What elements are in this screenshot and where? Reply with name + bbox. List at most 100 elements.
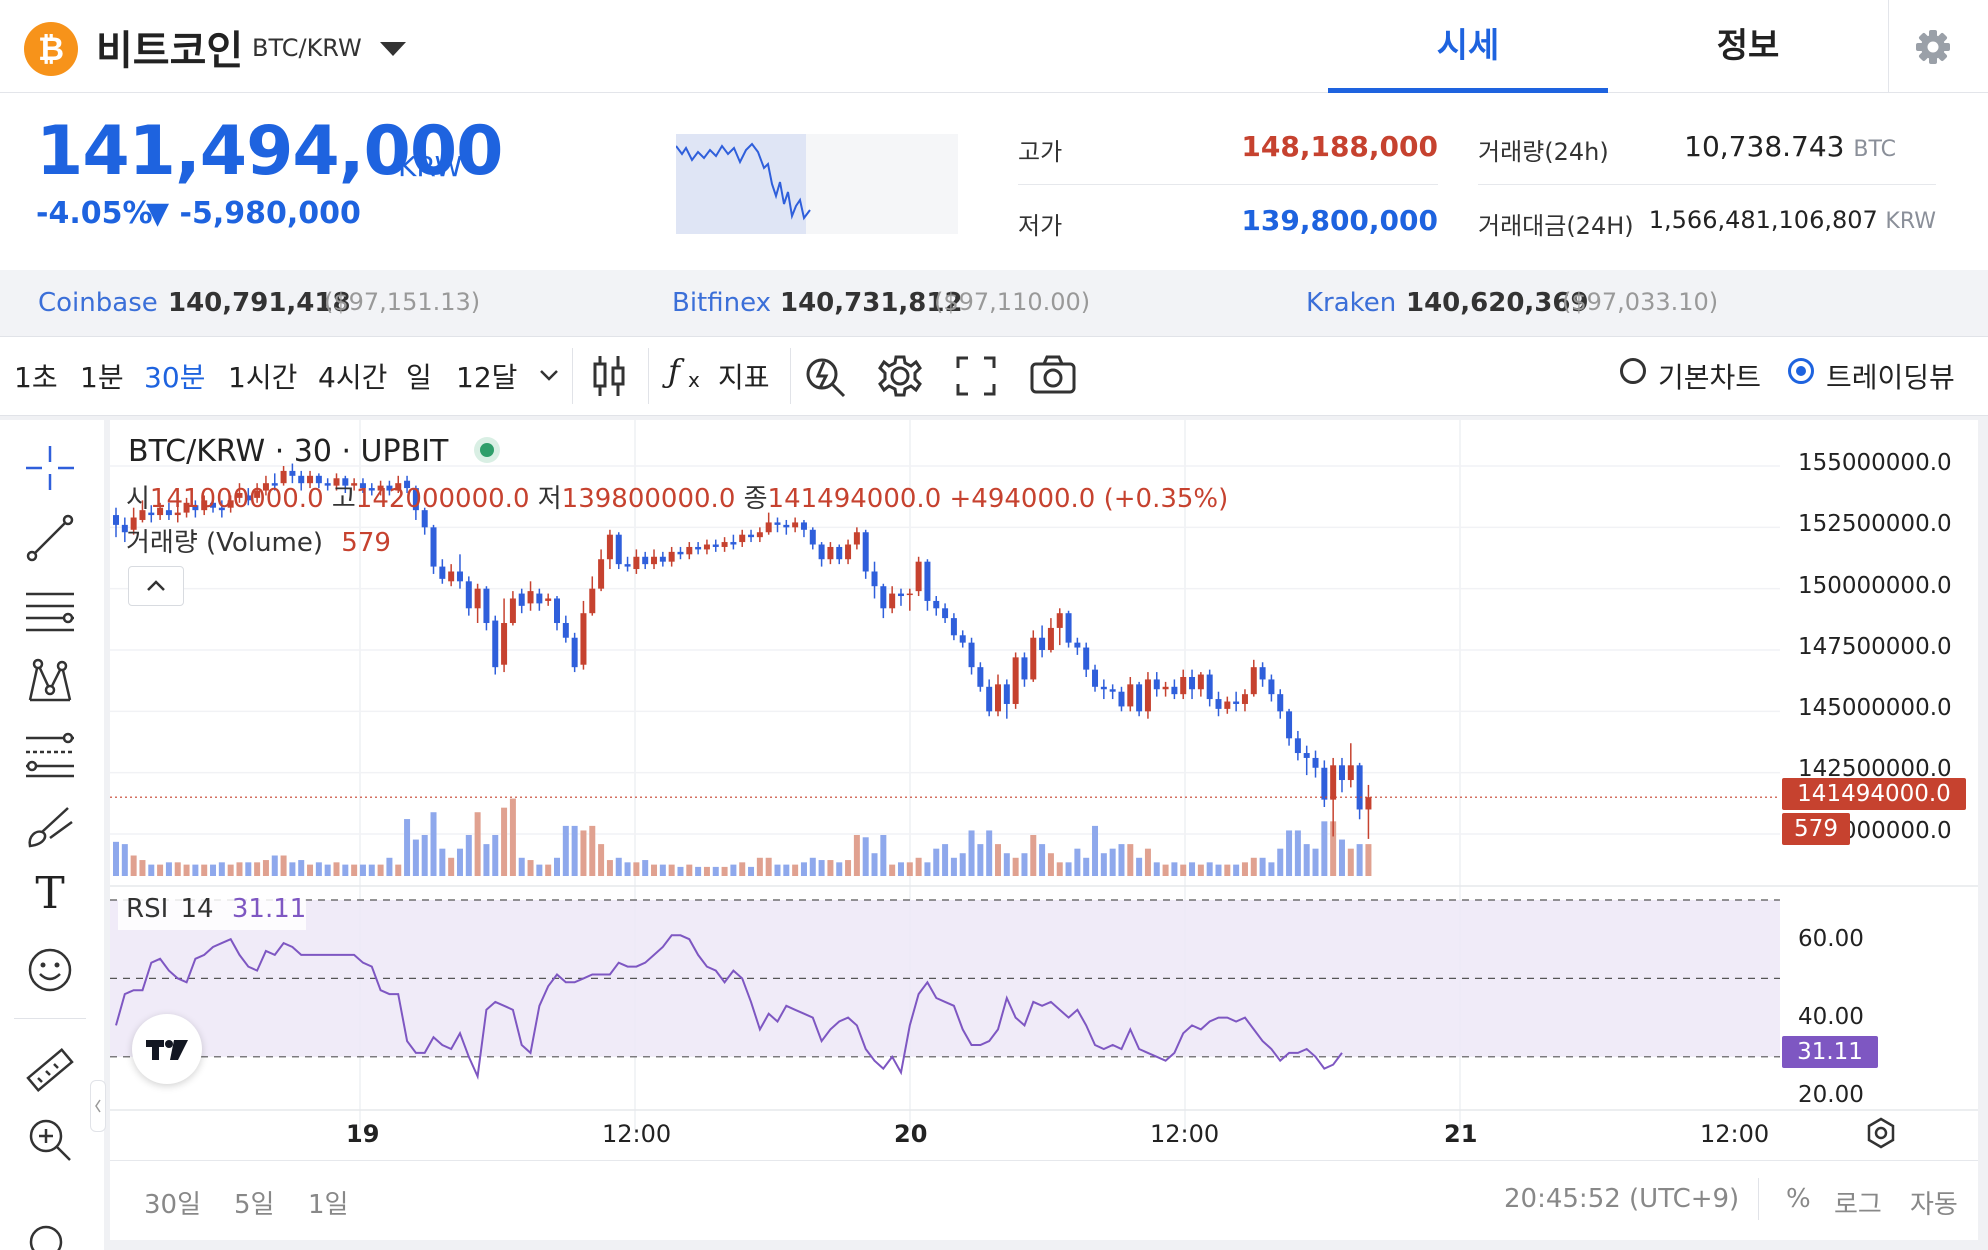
fib-retracement-icon[interactable]: [24, 728, 76, 780]
ruler-icon[interactable]: [24, 1044, 76, 1096]
volume-bar: [1303, 844, 1310, 876]
candle-body: [351, 483, 358, 486]
tradingview-logo[interactable]: [132, 1014, 202, 1084]
volume-bar: [201, 864, 208, 876]
exchange-usd: ($97,151.13): [324, 288, 481, 316]
volume-bar: [210, 864, 217, 876]
timeframe-1s[interactable]: 1초: [14, 361, 58, 394]
auto-toggle[interactable]: 자동: [1910, 1190, 1958, 1220]
fullscreen-icon[interactable]: [954, 354, 998, 398]
volume-bar: [562, 825, 569, 876]
candle-body: [1197, 674, 1204, 690]
axis-settings-icon[interactable]: [1864, 1116, 1898, 1150]
coin-dropdown-icon[interactable]: [380, 42, 406, 56]
volume-bar: [351, 864, 358, 876]
timeframe-1h[interactable]: 1시간: [228, 361, 298, 394]
candle-body: [1030, 637, 1037, 680]
symbol-line[interactable]: BTC/KRW · 30 · UPBIT: [128, 434, 449, 469]
radio-tradingview[interactable]: [1788, 358, 1814, 384]
volume-bar: [800, 862, 807, 876]
volume-bar: [1180, 864, 1187, 876]
timeframe-12month[interactable]: 12달: [456, 361, 518, 394]
volume-bar: [157, 864, 164, 876]
candle-body: [148, 512, 155, 516]
timeframe-30m[interactable]: 30분: [144, 361, 206, 394]
coin-name[interactable]: 비트코인: [96, 28, 244, 74]
volume-bar: [1286, 830, 1293, 876]
volume-bar: [1365, 844, 1372, 876]
text-tool-icon[interactable]: T: [35, 868, 65, 919]
zoom-in-icon[interactable]: [24, 1114, 76, 1166]
coin-pair[interactable]: BTC/KRW: [252, 34, 362, 62]
volume-24h: 10,738.743 BTC: [1640, 130, 1896, 163]
range-1d[interactable]: 1일: [308, 1190, 349, 1220]
exchange-coinbase[interactable]: Coinbase: [38, 288, 158, 318]
basic-chart-label[interactable]: 기본차트: [1658, 361, 1762, 394]
volume-bar: [307, 864, 314, 876]
candle-body: [624, 564, 631, 567]
percent-toggle[interactable]: %: [1786, 1184, 1811, 1214]
pattern-icon[interactable]: [24, 656, 76, 708]
candle-body: [430, 527, 437, 567]
trend-line-icon[interactable]: [24, 512, 76, 564]
chevron-down-icon[interactable]: [536, 362, 562, 388]
collapse-legend-button[interactable]: [128, 566, 184, 606]
chart-canvas[interactable]: [110, 420, 1978, 1240]
candle-body: [1215, 699, 1222, 709]
candle-body: [1277, 694, 1284, 712]
indicators-button[interactable]: ƒ x 지표: [664, 352, 784, 394]
camera-icon[interactable]: [1028, 352, 1078, 398]
volume-bar: [165, 862, 172, 876]
candle-body: [1118, 691, 1125, 707]
volume-bar: [651, 864, 658, 876]
timeframe-day[interactable]: 일: [406, 361, 432, 394]
candle-body: [1312, 757, 1319, 768]
chart-settings-icon[interactable]: [876, 352, 924, 400]
volume-bar: [430, 812, 437, 876]
brush-icon[interactable]: [24, 800, 76, 852]
timeframe-4h[interactable]: 4시간: [318, 361, 388, 394]
tab-price[interactable]: 시세: [1436, 26, 1500, 66]
last-volume-tag: 579: [1782, 813, 1850, 845]
volume-bar: [492, 835, 499, 876]
log-toggle[interactable]: 로그: [1834, 1190, 1882, 1220]
exchange-bitfinex[interactable]: Bitfinex: [672, 288, 772, 318]
candle-body: [1233, 701, 1240, 704]
candle-body: [1153, 679, 1160, 690]
candle-body: [827, 546, 834, 560]
candle-body: [298, 475, 305, 484]
magnet-icon[interactable]: [24, 1216, 76, 1250]
volume-bar: [942, 844, 949, 876]
tradingview-label[interactable]: 트레이딩뷰: [1826, 361, 1955, 394]
range-30d[interactable]: 30일: [144, 1190, 202, 1220]
radio-basic-chart[interactable]: [1620, 358, 1646, 384]
candle-body: [1286, 711, 1293, 739]
volume-bar: [139, 860, 146, 876]
volume-value: 10,738.743: [1684, 130, 1845, 163]
low-value: 139,800,000: [1241, 204, 1438, 237]
candle-body: [1303, 753, 1310, 758]
exchange-usd: ($97,110.00): [934, 288, 1091, 316]
collapse-toolbar-button[interactable]: [90, 1080, 106, 1132]
range-5d[interactable]: 5일: [234, 1190, 275, 1220]
tradingview-chart[interactable]: [110, 420, 1978, 1240]
volume-bar: [245, 862, 252, 876]
candle-body: [227, 500, 234, 508]
candle-body: [703, 544, 710, 550]
settings-button[interactable]: [1888, 0, 1977, 92]
exchange-kraken[interactable]: Kraken: [1306, 288, 1397, 318]
candles-icon[interactable]: [590, 352, 630, 400]
horizontal-lines-icon[interactable]: [24, 584, 76, 636]
emoji-icon[interactable]: [24, 944, 76, 996]
change-value-chart: +494000.0 (+0.35%): [949, 484, 1229, 514]
alert-icon[interactable]: [802, 352, 848, 398]
volume-bar: [686, 864, 693, 876]
tab-info[interactable]: 정보: [1716, 26, 1780, 66]
crosshair-icon[interactable]: [24, 442, 76, 494]
timeframe-1m[interactable]: 1분: [80, 361, 124, 394]
candle-body: [959, 635, 966, 643]
candle-body: [836, 546, 843, 560]
chevron-up-icon: [147, 580, 165, 591]
candle-body: [651, 556, 658, 565]
bottom-divider-v: [1758, 1178, 1759, 1220]
